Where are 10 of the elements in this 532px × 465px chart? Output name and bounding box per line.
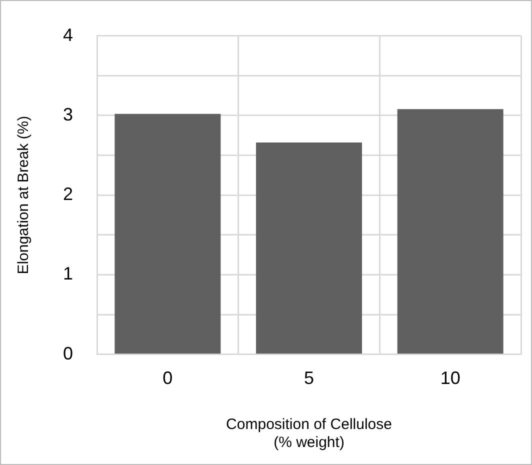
x-tick-label: 0 [162,368,173,388]
x-axis-title: Composition of Cellulose (% weight) [226,416,392,452]
y-tick-label: 3 [62,104,74,124]
x-tick-label: 5 [304,368,314,388]
y-tick-label: 0 [62,343,74,364]
y-axis-title: Elongation at Break (%) [15,116,32,274]
y-tick-label: 1 [62,264,74,284]
y-tick-label: 2 [62,184,74,204]
x-tick-label: 10 [440,368,460,388]
y-tick-label: 4 [62,24,74,45]
